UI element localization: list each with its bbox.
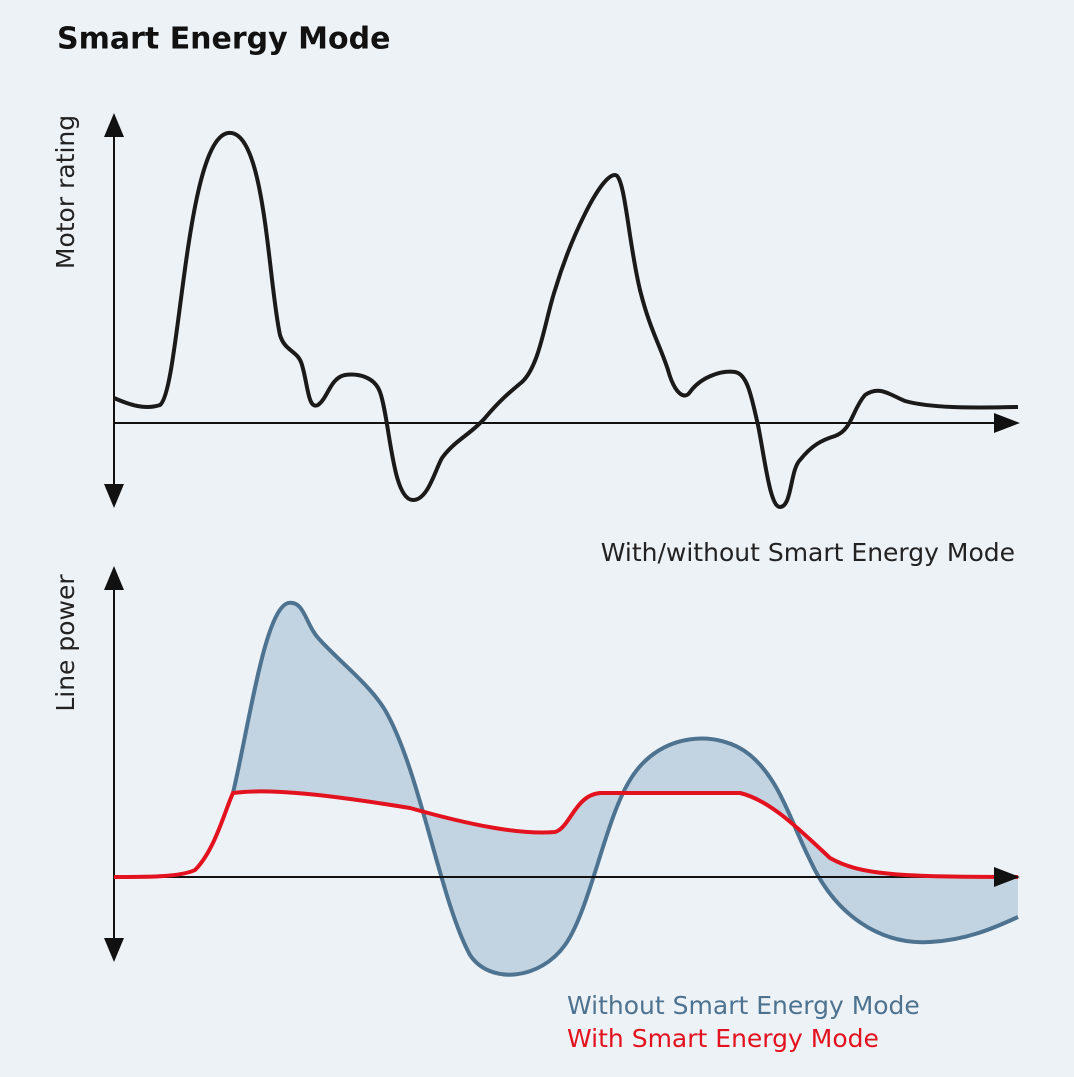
caption: With/without Smart Energy Mode xyxy=(601,538,1015,567)
title: Smart Energy Mode xyxy=(57,22,390,57)
arrowhead xyxy=(104,566,124,590)
motor-curve xyxy=(113,131,1019,510)
arrowhead xyxy=(104,938,124,962)
arrowhead xyxy=(994,413,1020,433)
legend-entry: With Smart Energy Mode xyxy=(567,1024,879,1053)
with-curve xyxy=(113,789,1019,879)
arrowhead xyxy=(104,113,124,137)
arrowhead xyxy=(104,484,124,508)
legend-entry: Without Smart Energy Mode xyxy=(567,991,920,1020)
y-axis-label: Motor rating xyxy=(51,115,80,269)
without-curve xyxy=(231,600,1019,977)
y-axis-label: Line power xyxy=(51,574,80,712)
arrowhead xyxy=(994,867,1020,887)
